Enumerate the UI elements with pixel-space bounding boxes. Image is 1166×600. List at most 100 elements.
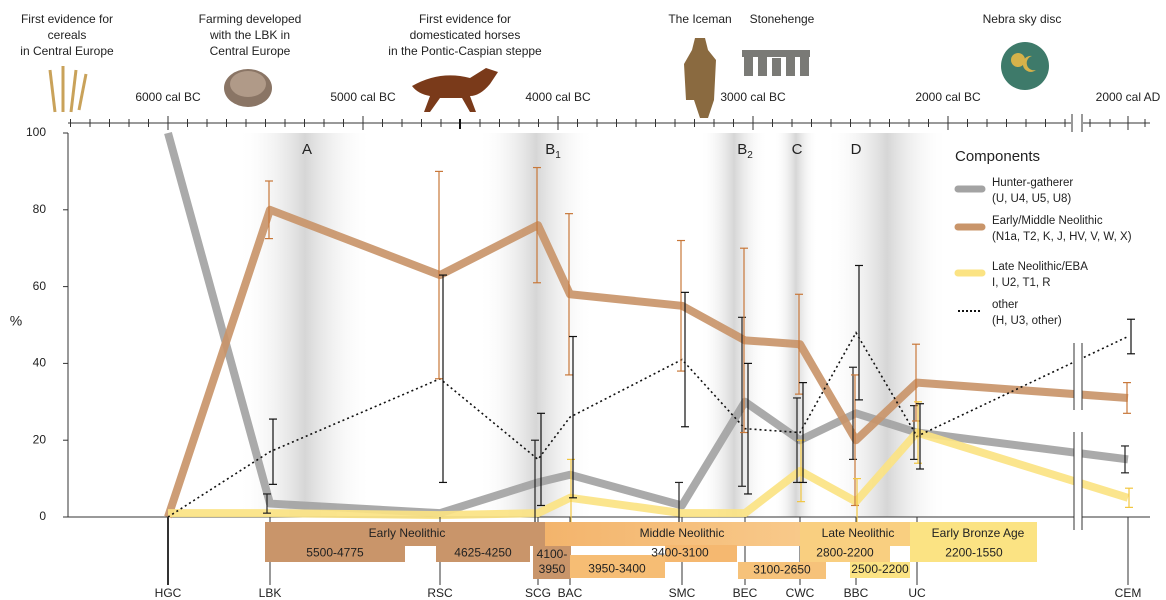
date-range-bar [850,562,910,578]
date-range-label: 3100-2650 [753,563,811,577]
event-label: domesticated horses [410,28,521,42]
error-bar [744,362,752,495]
error-bar [439,274,447,484]
stonehenge-icon [742,50,810,76]
iceman-icon [684,38,716,118]
error-bar [740,247,748,434]
legend-label: Late Neolithic/EBA [992,261,1088,273]
date-range-label: 3400-3100 [651,546,709,560]
period-letter: B [737,141,747,158]
illustrations [48,38,1049,118]
date-range-bar [910,545,1037,562]
timeline-tick-label: 4000 cal BC [525,90,591,104]
legend-detail: (H, U3, other) [992,315,1062,327]
event-label: Farming developed [199,12,302,26]
date-range-bar [665,545,737,562]
category-label: RSC [427,586,453,600]
timeline-tick-label: 6000 cal BC [135,90,201,104]
event-label: Central Europe [210,44,291,58]
phase-label: Late Neolithic [822,526,895,540]
error-bar [677,239,685,372]
category-label: BBC [844,586,869,600]
period-band [774,133,818,517]
timeline-tick-label: 3000 cal BC [720,90,786,104]
period-subscript: 2 [747,150,753,161]
event-label: First evidence for [21,12,113,26]
date-range-label: 4625-4250 [454,546,512,560]
error-bar [914,401,922,464]
error-bar [537,412,545,507]
y-tick-label: 80 [33,202,47,216]
error-bar [533,166,541,284]
date-range-label: 5500-4775 [306,546,364,560]
period-band [826,133,948,517]
period-letter: D [851,141,862,158]
category-label: SCG [525,586,551,600]
phase-bar [265,522,545,546]
y-tick-label: 100 [26,125,46,139]
category-label: UC [908,586,926,600]
timeline-tick-label: 2000 cal BC [915,90,981,104]
error-bar [912,343,920,422]
y-tick-label: 40 [33,356,47,370]
horse-icon [412,68,498,112]
date-range-bar [265,545,405,562]
error-bar [738,316,746,487]
timeline-tick-label: 5000 cal BC [330,90,396,104]
y-tick-label: 0 [39,509,46,523]
date-range-bar [436,545,530,562]
date-range-bar [738,562,826,579]
period-letter: C [792,141,803,158]
legend-label: Hunter-gatherer [992,177,1073,189]
series-line [164,205,1129,519]
legend-detail: (U, U4, U5, U8) [992,193,1071,205]
date-range-bar [570,555,665,578]
legend-detail: I, U2, T1, R [992,277,1051,289]
disc-sun [1011,53,1025,67]
error-bar [799,382,807,484]
y-tick-label: 20 [33,432,47,446]
error-bar [855,264,863,401]
error-bar [263,493,271,514]
error-bar [1125,487,1133,508]
phase-label: Middle Neolithic [640,526,725,540]
event-label: Stonehenge [750,12,815,26]
error-bar [565,213,573,376]
date-range-label: 3950-3400 [588,562,646,576]
event-label: in Central Europe [20,44,114,58]
phase-label: Early Bronze Age [932,526,1025,540]
y-axis-label: % [10,313,22,329]
error-bar [569,335,577,499]
event-label: in the Pontic-Caspian steppe [388,44,542,58]
timeline-tick-label: 2000 cal AD [1096,90,1161,104]
error-bar [1121,445,1129,474]
legend-label: other [992,299,1018,311]
phase-bar [910,522,1037,546]
event-label: Nebra sky disc [983,12,1062,26]
period-label: A [302,141,312,158]
date-range-bar [800,545,890,562]
date-range-label: 4100- [537,547,568,561]
legend-detail: (N1a, T2, K, J, HV, V, W, X) [992,231,1132,243]
legend-label: Early/Middle Neolithic [992,215,1103,227]
series-line [168,428,1130,520]
wheat-icon [48,66,88,113]
period-band [478,133,594,517]
pot-rim [230,71,266,97]
axis-break-gap [1071,114,1083,132]
event-label: First evidence for [419,12,511,26]
event-label: with the LBK in [209,28,290,42]
error-bar [269,418,277,485]
period-subscript: 1 [555,150,561,161]
event-label: The Iceman [668,12,731,26]
error-bar [681,291,689,428]
date-range-label: 2200-1550 [945,546,1003,560]
error-bar [265,180,273,240]
error-bar [910,405,918,460]
disc-moon [1022,55,1036,72]
phase-bar [545,522,800,546]
category-label: LBK [259,586,282,600]
period-label: C [792,141,803,158]
error-bar [1123,382,1131,414]
period-band [238,133,372,517]
